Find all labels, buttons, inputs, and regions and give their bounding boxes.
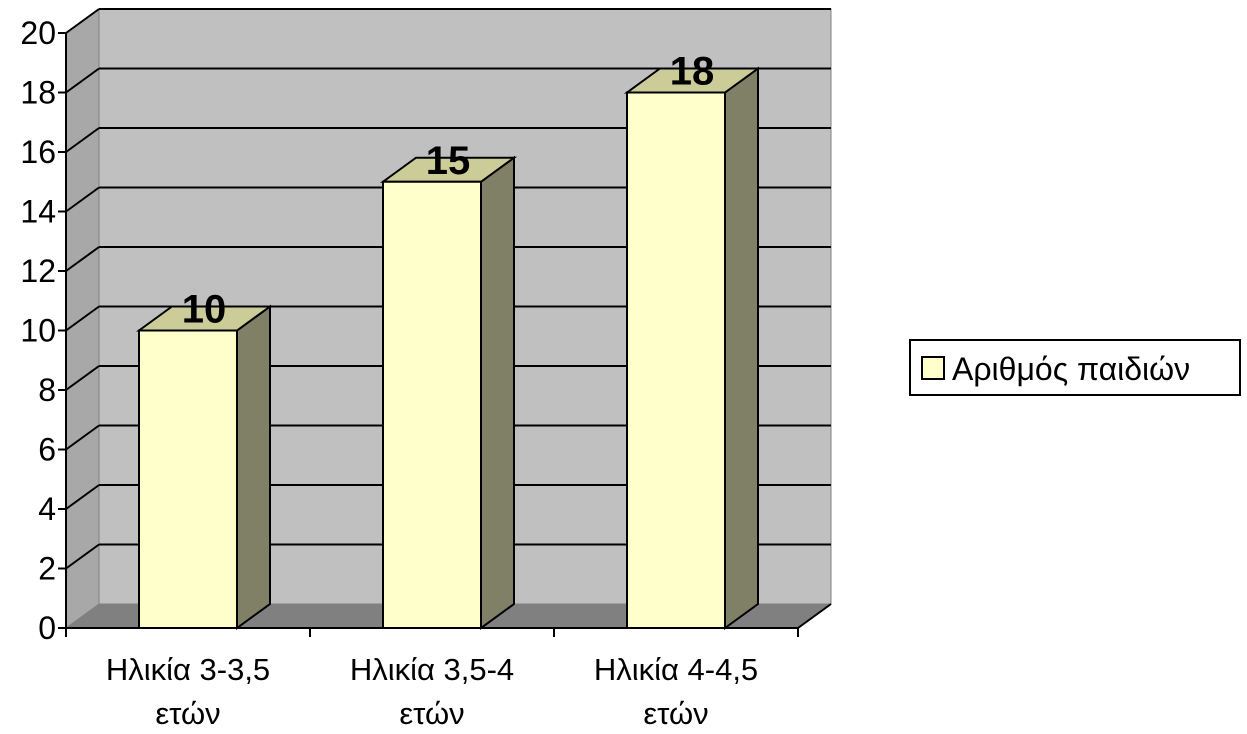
data-label: 10 [182,288,227,332]
y-tick-label: 16 [20,134,56,170]
legend-box [909,339,1241,396]
legend-label: Αριθμός παιδιών [952,351,1190,387]
x-tick-label: Ηλικία 3-3,5 [106,652,270,687]
x-tick-label: ετών [643,696,708,731]
x-tick-label: Ηλικία 4-4,5 [594,652,758,687]
bar [623,66,762,630]
gridline-side [65,8,100,34]
legend-swatch [921,356,945,380]
bar-side [724,66,759,630]
y-tick-label: 10 [20,313,56,349]
x-tick-label: Ηλικία 3,5-4 [350,652,514,687]
bar-front [382,180,482,629]
gridline-side [65,484,100,510]
gridline-side [65,424,100,451]
gridline-side [65,246,100,272]
y-axis: 0 2 4 6 8 10 12 14 16 18 20 [20,15,67,646]
y-tick-label: 20 [20,15,56,51]
y-tick-label: 14 [20,194,56,230]
bar [379,155,518,630]
bar-side [480,155,515,630]
gridline-side [65,67,100,94]
gridline-side [65,127,100,153]
gridline-side [65,305,100,332]
x-tick-label: ετών [155,696,220,731]
gridline-side [65,186,100,213]
legend: Αριθμός παιδιών [909,339,1241,396]
x-axis: Ηλικία 3-3,5 ετών Ηλικία 3,5-4 ετών Ηλικία 4… [65,603,832,731]
bar-side [236,304,271,630]
y-tick-label: 6 [38,432,56,468]
y-tick-label: 18 [20,75,56,111]
data-label: 15 [426,139,471,183]
y-tick-label: 8 [38,372,56,408]
y-tick-label: 0 [38,610,56,646]
bar-front [138,329,238,629]
data-label: 18 [670,50,715,94]
bars [135,66,762,630]
bar-front [626,91,726,629]
gridline-side [65,365,100,391]
y-tick-label: 2 [38,551,56,587]
gridline-side [65,543,100,570]
bar [135,304,274,630]
x-tick-label: ετών [399,696,464,731]
y-tick-label: 12 [20,253,56,289]
x-axis-edge [797,603,832,629]
y-tick-label: 4 [38,491,56,527]
data-labels: 10 15 18 [182,50,715,332]
